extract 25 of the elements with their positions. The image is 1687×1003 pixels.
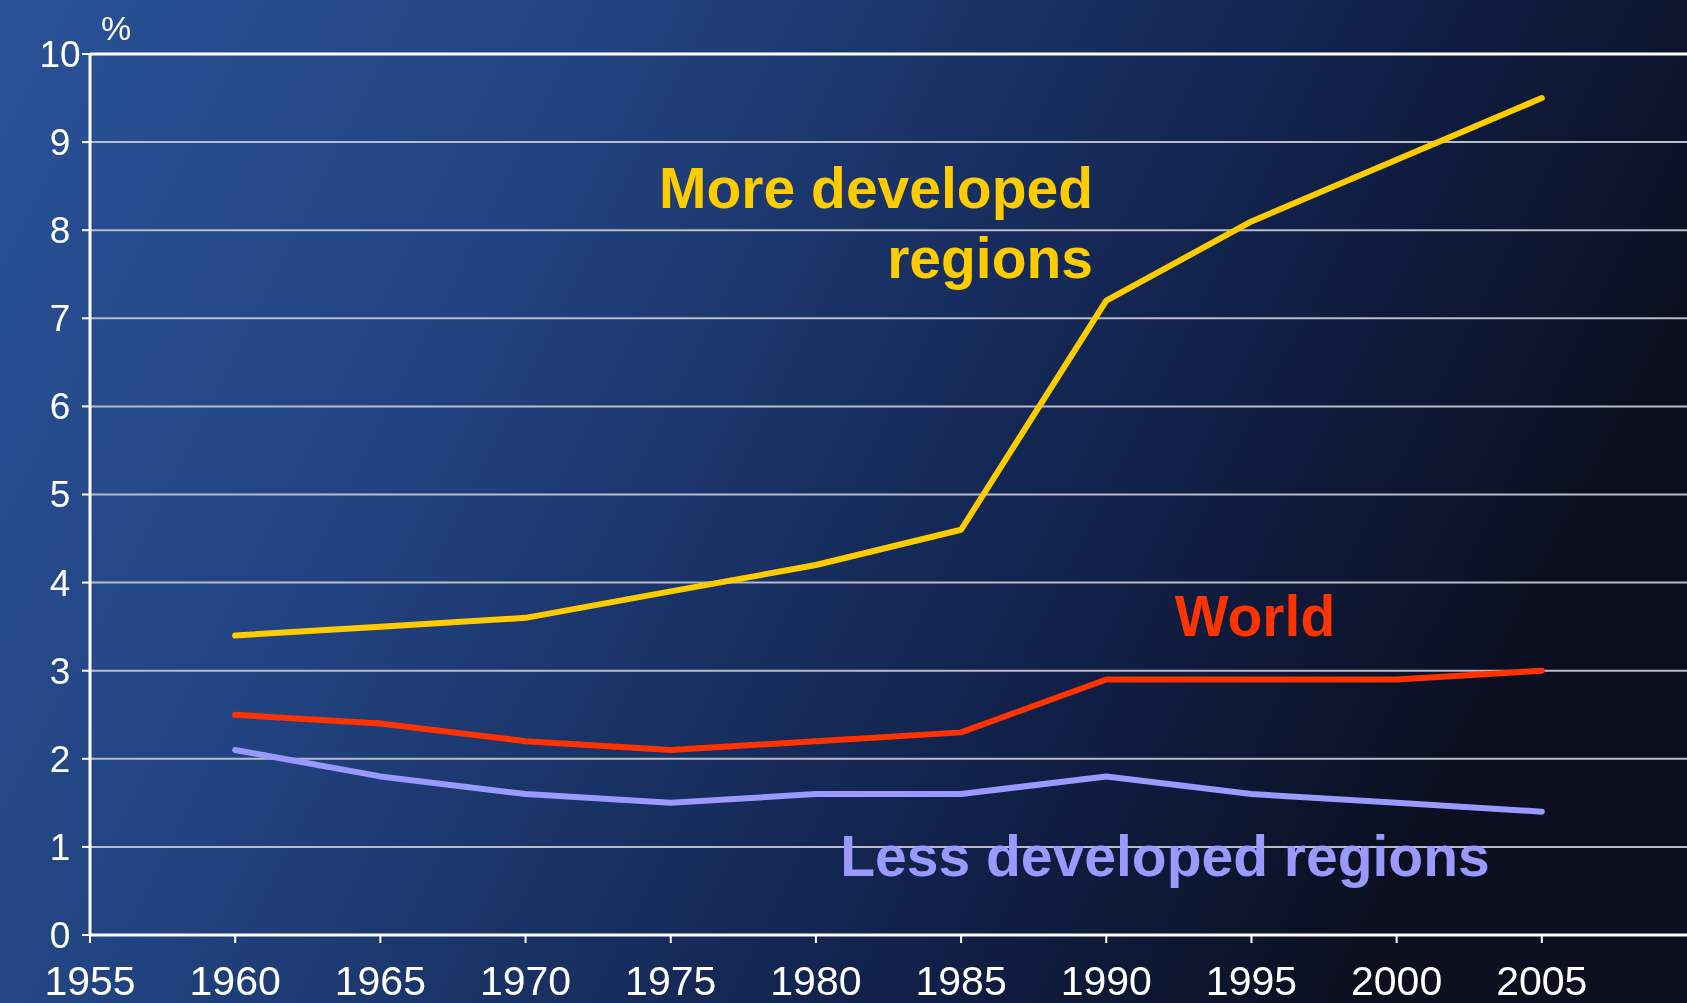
y-axis-title: % [100, 9, 132, 47]
x-tick-label: 1970 [479, 958, 572, 1003]
y-tick-label: 6 [49, 386, 71, 428]
y-tick-label: 7 [49, 298, 71, 340]
y-tick-label: 3 [49, 650, 71, 692]
y-tick-label: 8 [49, 210, 71, 252]
y-tick-label: 2 [49, 738, 71, 780]
y-tick-label: 1 [49, 826, 71, 868]
y-tick-label: 5 [49, 474, 71, 516]
x-tick-label: 1960 [189, 958, 281, 1003]
x-tick-label: 2005 [1496, 958, 1588, 1003]
series-label: More developed regions [659, 156, 1093, 290]
x-tick-label: 2000 [1351, 958, 1443, 1003]
x-tick-label: 1955 [44, 958, 136, 1003]
x-tick-label: 1980 [770, 958, 862, 1003]
x-tick-label: 1965 [334, 958, 426, 1003]
y-tick-label: 9 [49, 122, 71, 164]
series-label: World [1174, 584, 1336, 648]
y-tick-label: 4 [49, 562, 71, 604]
y-tick-label: 0 [49, 914, 71, 956]
x-tick-label: 1975 [625, 958, 717, 1003]
x-tick-label: 1985 [915, 958, 1007, 1003]
y-tick-label: 10 [39, 33, 81, 75]
x-tick-label: 1995 [1205, 958, 1298, 1003]
x-tick-label: 1990 [1060, 958, 1152, 1003]
